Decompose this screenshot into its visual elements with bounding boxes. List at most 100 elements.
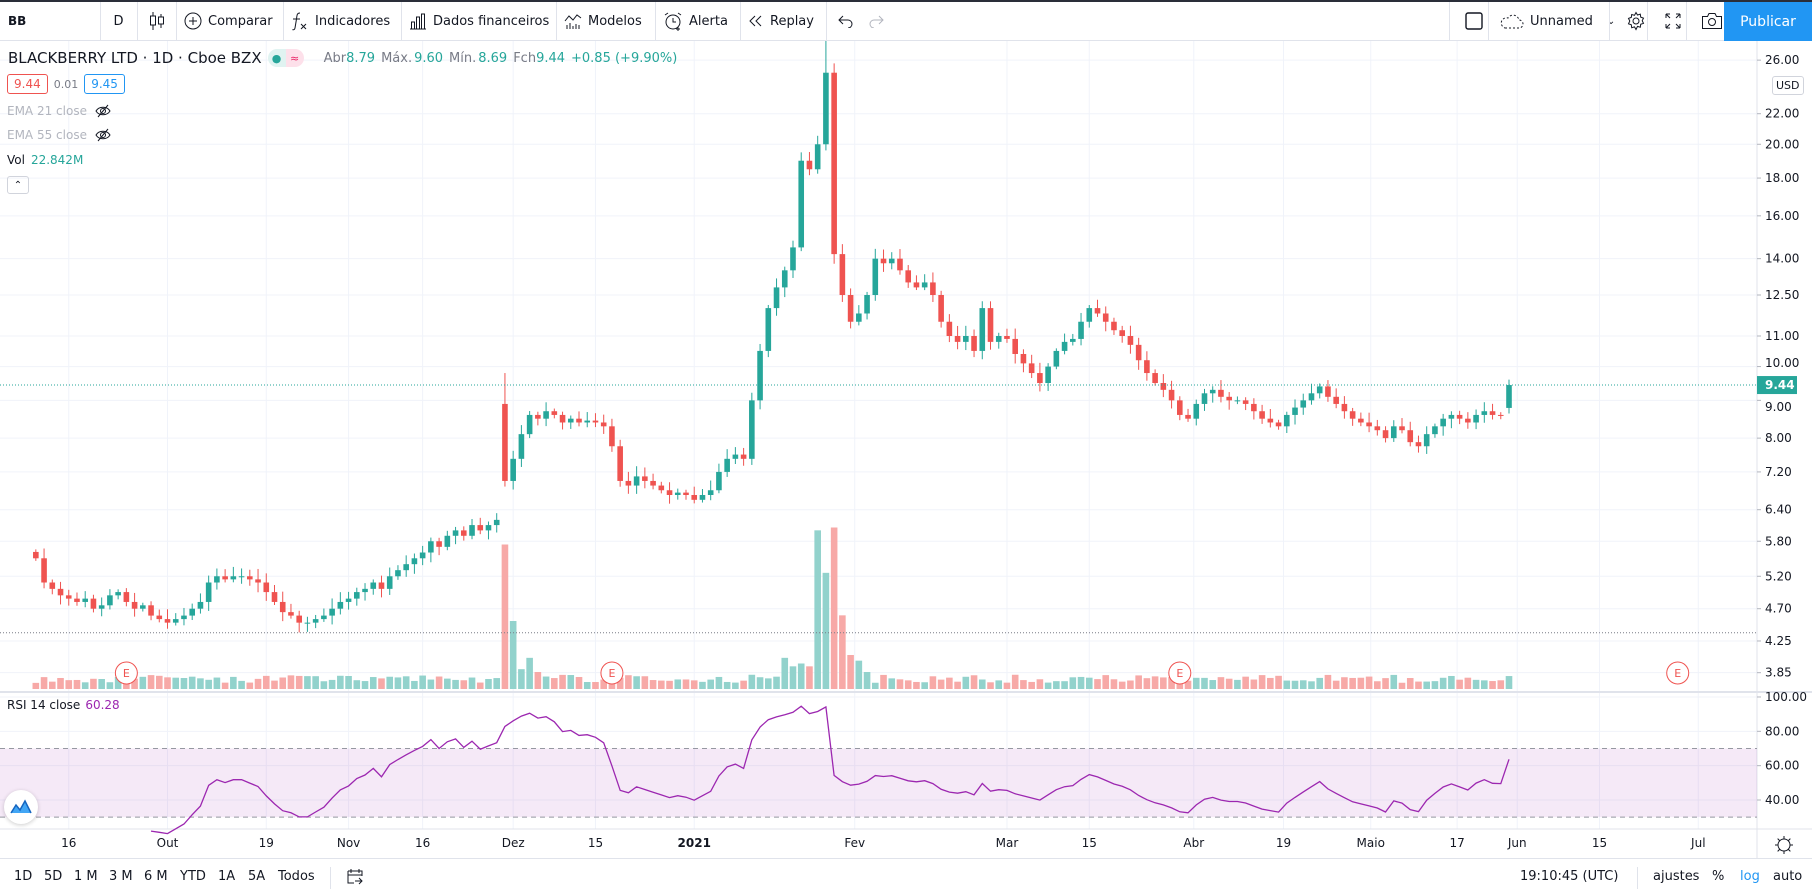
divider xyxy=(137,2,138,40)
chart-canvas[interactable]: 26.00 22.00 20.00 18.00 16.00 14.00 12.50 11.00… xyxy=(0,41,1812,858)
replay-button[interactable]: Replay xyxy=(740,2,822,40)
candle-body xyxy=(666,490,673,495)
range-1d-button[interactable]: 1D xyxy=(14,869,33,884)
earnings-marker[interactable] xyxy=(1168,661,1192,685)
buy-price-button[interactable]: 9.45 xyxy=(84,74,125,94)
volume-bar xyxy=(674,679,682,689)
volume-bar xyxy=(238,680,245,689)
alert-button[interactable]: Alerta xyxy=(655,2,736,40)
range-6m-button[interactable]: 6 M xyxy=(144,869,168,884)
goto-date-button[interactable] xyxy=(346,868,364,886)
time-axis-label: 16 xyxy=(415,836,430,850)
candle-body xyxy=(518,434,525,459)
volume-bar xyxy=(131,678,138,689)
collapse-legend-button[interactable]: ⌃ xyxy=(7,176,29,194)
compare-button[interactable]: Comparar xyxy=(176,2,281,40)
candle-body xyxy=(263,582,270,593)
axis-settings-icon[interactable] xyxy=(1775,836,1793,854)
undo-button[interactable] xyxy=(830,2,862,40)
chart-type-button[interactable] xyxy=(137,2,176,40)
earnings-marker[interactable] xyxy=(114,661,138,685)
volume-bar xyxy=(411,680,418,689)
volume-bar xyxy=(312,676,319,689)
layout-name-button[interactable]: Unnamed ⌄ xyxy=(1492,2,1623,40)
clock-button[interactable]: 19:10:45 (UTC) xyxy=(1520,869,1619,884)
earnings-marker[interactable] xyxy=(1666,661,1690,685)
symbol-title: BLACKBERRY LTD · 1D · Cboe BZX xyxy=(8,49,262,67)
range-ytd-button[interactable]: YTD xyxy=(180,869,206,884)
range-1m-button[interactable]: 1 M xyxy=(74,869,98,884)
low-value: 8.69 xyxy=(478,50,508,66)
volume-bar xyxy=(1242,676,1249,689)
indicators-button[interactable]: Indicadores xyxy=(283,2,398,40)
candle-body xyxy=(1094,308,1101,314)
volume-bar xyxy=(1217,677,1225,689)
currency-badge[interactable]: USD xyxy=(1772,76,1804,95)
select-layout-button[interactable] xyxy=(1457,2,1491,40)
divider xyxy=(740,2,741,40)
percent-scale-button[interactable]: % xyxy=(1712,869,1725,884)
range-all-button[interactable]: Todos xyxy=(278,869,315,884)
financials-button[interactable]: Dados financeiros xyxy=(401,2,557,40)
rsi-axis-label: 100.00 xyxy=(1765,690,1807,704)
price-axis-label: 7.20 xyxy=(1765,465,1792,479)
volume-bar xyxy=(773,676,780,689)
rsi-legend[interactable]: RSI 14 close 60.28 xyxy=(7,698,120,712)
eye-crossed-icon[interactable] xyxy=(95,128,111,142)
candle-body xyxy=(1070,338,1076,342)
ema21-legend[interactable]: EMA 21 close xyxy=(7,104,111,118)
volume-legend[interactable]: Vol 22.842M xyxy=(7,153,83,167)
candle-body xyxy=(567,418,574,423)
fullscreen-button[interactable] xyxy=(1656,2,1690,40)
divider xyxy=(1637,867,1638,889)
volume-bar xyxy=(271,680,278,689)
redo-button[interactable] xyxy=(860,2,892,40)
volume-bar xyxy=(1406,678,1414,689)
log-scale-button[interactable]: log xyxy=(1740,869,1760,884)
candle-body xyxy=(1465,418,1471,423)
last-price-label: 9.44 xyxy=(1765,378,1795,392)
volume-bar xyxy=(155,675,163,689)
adjust-button[interactable]: ajustes xyxy=(1653,869,1700,884)
snapshot-button[interactable] xyxy=(1693,2,1731,40)
candle-body xyxy=(386,576,393,589)
volume-bar xyxy=(534,672,542,689)
settings-button[interactable] xyxy=(1618,2,1654,40)
volume-bar xyxy=(1324,674,1332,689)
open-value: 8.79 xyxy=(346,50,376,66)
time-axis-label: 15 xyxy=(1082,836,1097,850)
range-1y-button[interactable]: 1A xyxy=(218,869,236,884)
range-5d-button[interactable]: 5D xyxy=(44,869,63,884)
candle-body xyxy=(321,615,327,620)
earnings-marker[interactable] xyxy=(600,661,624,685)
volume-bar xyxy=(797,663,805,689)
publish-button[interactable]: Publicar xyxy=(1724,2,1812,41)
eye-crossed-icon[interactable] xyxy=(95,104,111,118)
candle-body xyxy=(707,490,714,495)
open-label: Abr xyxy=(323,50,347,66)
volume-bar xyxy=(723,681,731,689)
candle-body xyxy=(444,535,451,547)
volume-bar xyxy=(658,680,665,689)
ema55-legend[interactable]: EMA 55 close xyxy=(7,128,111,142)
candle-body xyxy=(1423,434,1430,447)
interval-button[interactable]: D xyxy=(100,2,137,40)
auto-scale-button[interactable]: auto xyxy=(1773,869,1803,884)
volume-bar xyxy=(789,666,797,689)
candle-body xyxy=(98,605,105,609)
range-3m-button[interactable]: 3 M xyxy=(109,869,133,884)
sell-price-button[interactable]: 9.44 xyxy=(7,74,48,94)
price-axis-label: 12.50 xyxy=(1765,288,1799,302)
volume-bar xyxy=(1390,674,1398,689)
volume-bar xyxy=(633,676,640,689)
candle-body xyxy=(831,72,837,255)
symbol-search-button[interactable]: BB xyxy=(0,2,100,40)
tradingview-logo[interactable] xyxy=(4,790,38,824)
volume-bar xyxy=(781,657,789,689)
templates-button[interactable]: Modelos xyxy=(556,2,650,40)
candle-body xyxy=(279,601,286,613)
volume-bar xyxy=(262,675,270,689)
range-5y-button[interactable]: 5A xyxy=(248,869,266,884)
function-icon xyxy=(292,12,307,31)
market-status-pill[interactable]: ● ≈ xyxy=(267,49,304,67)
